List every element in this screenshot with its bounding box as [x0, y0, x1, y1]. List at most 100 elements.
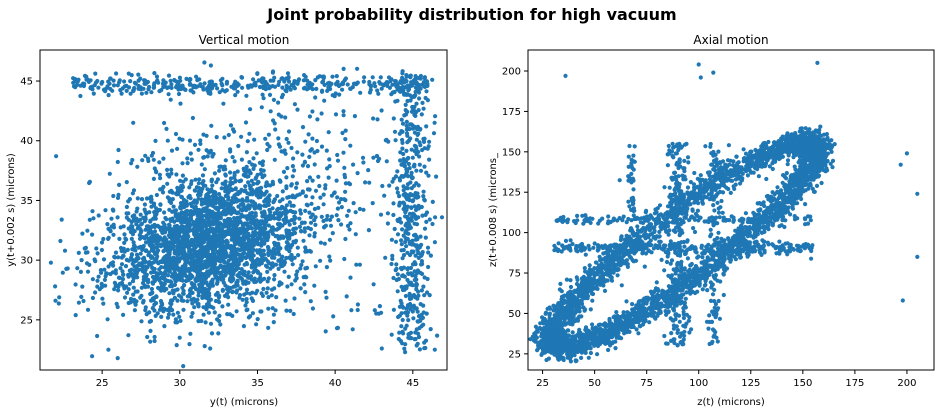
scatter-point [403, 326, 408, 331]
scatter-point [90, 295, 95, 301]
scatter-point [258, 272, 263, 277]
scatter-point [186, 234, 191, 239]
scatter-point [367, 79, 372, 85]
scatter-point [410, 155, 415, 160]
scatter-point [430, 77, 435, 82]
scatter-point [408, 307, 413, 312]
scatter-point [240, 85, 245, 90]
scatter-point [377, 304, 382, 309]
scatter-point [286, 129, 292, 134]
scatter-point [310, 136, 315, 141]
scatter-point [173, 131, 179, 137]
scatter-point [314, 86, 319, 91]
scatter-point [100, 296, 105, 301]
scatter-point [313, 188, 319, 193]
scatter-point [335, 158, 341, 163]
scatter-point [209, 177, 214, 183]
scatter-point [220, 229, 225, 234]
scatter-point [294, 181, 299, 186]
scatter-point [409, 205, 414, 210]
scatter-point [263, 220, 268, 225]
scatter-point [400, 329, 405, 334]
scatter-point [635, 224, 640, 229]
scatter-point [253, 233, 258, 238]
scatter-point [282, 220, 288, 226]
scatter-point [217, 164, 222, 169]
scatter-point [197, 77, 202, 82]
scatter-point [412, 94, 417, 99]
scatter-point [238, 178, 244, 183]
scatter-point [310, 109, 315, 114]
scatter-point [120, 269, 125, 274]
scatter-point [361, 160, 366, 165]
scatter-point [158, 237, 163, 242]
scatter-point [303, 290, 308, 295]
scatter-point [220, 265, 225, 270]
scatter-point [411, 316, 416, 321]
scatter-point [149, 270, 154, 275]
scatter-point [240, 239, 246, 244]
scatter-point [146, 284, 151, 289]
scatter-point [400, 341, 405, 346]
scatter-point [78, 93, 83, 99]
scatter-point [348, 275, 353, 280]
scatter-point [418, 143, 423, 148]
scatter-point [245, 139, 250, 144]
scatter-point [398, 158, 403, 163]
scatter-point [179, 228, 184, 233]
scatter-point [123, 236, 128, 241]
scatter-point [342, 172, 347, 177]
scatter-point [144, 272, 149, 277]
scatter-point [290, 164, 295, 169]
scatter-point [174, 251, 179, 257]
scatter-point [117, 236, 122, 241]
scatter-point [290, 174, 295, 179]
scatter-point [255, 187, 260, 192]
scatter-point [290, 193, 295, 198]
scatter-point [179, 195, 184, 200]
scatter-point [425, 146, 430, 151]
scatter-point [355, 171, 360, 176]
scatter-point [205, 248, 210, 253]
scatter-point [226, 224, 231, 230]
scatter-point [321, 192, 326, 197]
scatter-point [222, 260, 227, 265]
scatter-point [417, 83, 422, 88]
scatter-point [212, 310, 217, 315]
scatter-point [358, 90, 363, 95]
scatter-point [333, 112, 339, 117]
scatter-point [124, 88, 129, 93]
scatter-point [141, 86, 146, 91]
scatter-point [312, 234, 317, 239]
scatter-point [262, 276, 267, 281]
scatter-point [185, 161, 190, 166]
scatter-point [192, 142, 198, 147]
scatter-point [287, 249, 292, 254]
scatter-point [334, 213, 339, 218]
scatter-point [143, 153, 148, 158]
scatter-point [173, 288, 178, 293]
scatter-point [251, 253, 256, 258]
scatter-point [108, 261, 114, 266]
scatter-point [162, 120, 167, 126]
scatter-point [201, 312, 206, 317]
scatter-point [129, 267, 134, 272]
scatter-point [131, 120, 136, 125]
scatter-point [409, 109, 415, 114]
scatter-point [111, 83, 117, 88]
scatter-point [152, 334, 157, 340]
scatter-point [325, 81, 330, 86]
scatter-point [99, 81, 104, 86]
scatter-point [188, 331, 193, 336]
scatter-point [117, 182, 122, 187]
scatter-point [400, 317, 405, 323]
scatter-point [260, 293, 265, 298]
scatter-point [253, 226, 258, 231]
scatter-point [343, 198, 348, 203]
scatter-point [165, 138, 170, 143]
scatter-point [419, 271, 425, 276]
scatter-point [314, 138, 319, 144]
scatter-point [295, 269, 300, 274]
scatter-point [421, 194, 426, 199]
scatter-point [403, 159, 408, 164]
